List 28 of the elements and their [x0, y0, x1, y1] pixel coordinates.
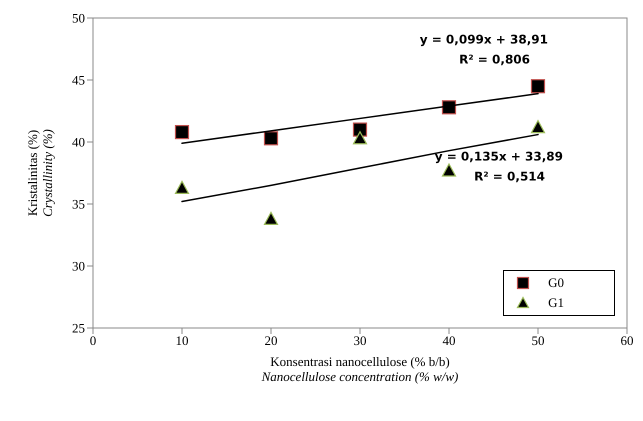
y-tick-label: 35	[72, 196, 85, 212]
x-axis-title: Konsentrasi nanocellulose (% b/b) Nanocellulose concentration (% w/w)	[260, 354, 458, 384]
x-tick-label: 40	[442, 333, 456, 348]
x-tick-label: 20	[264, 333, 278, 348]
legend-label: G0	[548, 275, 564, 291]
y-tick-label: 50	[72, 10, 85, 26]
x-tick-label: 50	[532, 333, 544, 348]
x-tick-label: 60	[620, 333, 634, 348]
point	[174, 124, 190, 140]
y-tick-label: 45	[72, 72, 85, 88]
point	[264, 212, 278, 225]
point	[174, 180, 190, 194]
x-tick-label: 10	[176, 333, 188, 348]
x-tick-label: 30	[354, 333, 366, 348]
x-tick-label: 0	[90, 333, 96, 348]
point	[264, 131, 278, 146]
legend-label: G1	[548, 295, 564, 311]
y-tick-label: 40	[72, 134, 85, 150]
annotation: y = 0,135x + 33,89 R² = 0,514	[434, 150, 563, 184]
annotation: y = 0,099x + 38,91 R² = 0,806	[420, 32, 548, 67]
point	[442, 100, 456, 114]
point	[530, 120, 546, 134]
point	[352, 131, 368, 144]
y-tick-label: 25	[72, 320, 85, 336]
y-axis-title: Kristalinitas (%) Crystallinity (%)	[25, 129, 55, 217]
point	[530, 79, 546, 94]
y-tick-label: 30	[72, 258, 85, 274]
point	[442, 163, 456, 177]
